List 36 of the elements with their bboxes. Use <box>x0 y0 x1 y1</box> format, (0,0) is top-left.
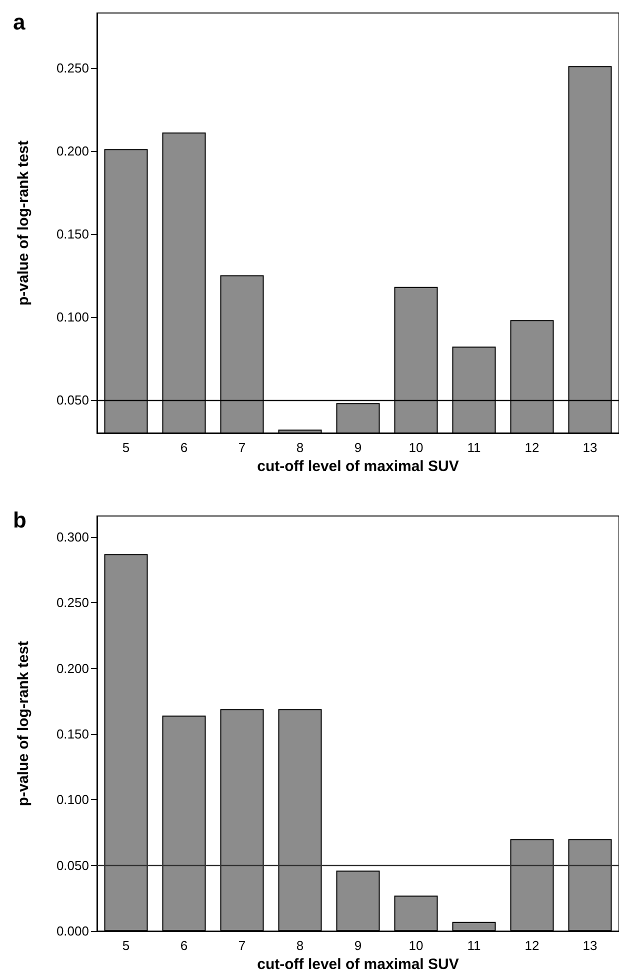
y-tick-label: 0.050 <box>56 392 89 408</box>
y-axis-title: p-value of log-rank test <box>15 140 32 306</box>
x-axis-title: cut-off level of maximal SUV <box>257 458 459 475</box>
y-tick-label: 0.200 <box>56 143 89 158</box>
x-tick-label: 8 <box>296 440 304 455</box>
x-tick-label: 6 <box>180 938 188 954</box>
x-tick-label: 5 <box>122 440 130 455</box>
x-tick-label: 12 <box>524 440 540 455</box>
x-tick-label: 9 <box>354 440 362 455</box>
x-tick-label: 12 <box>524 938 540 954</box>
y-axis-title: p-value of log-rank test <box>15 641 32 806</box>
x-tick-label: 5 <box>122 938 130 954</box>
y-tick-label: 0.250 <box>56 595 89 610</box>
x-tick-label: 7 <box>238 440 246 455</box>
x-axis-title: cut-off level of maximal SUV <box>257 956 459 973</box>
y-tick-label: 0.100 <box>56 792 89 808</box>
x-tick-label: 13 <box>582 938 598 954</box>
x-tick-label: 8 <box>296 938 304 954</box>
x-tick-label: 13 <box>582 440 598 455</box>
x-tick-label: 6 <box>180 440 188 455</box>
y-tick-label: 0.150 <box>56 226 89 242</box>
y-tick-label: 0.100 <box>56 309 89 324</box>
y-tick-label: 0.300 <box>56 530 89 545</box>
y-tick-label: 0.050 <box>56 858 89 873</box>
y-tick-label: 0.000 <box>56 924 89 939</box>
x-tick-label: 11 <box>467 938 481 954</box>
y-tick-label: 0.250 <box>56 60 89 76</box>
x-tick-label: 10 <box>408 938 424 954</box>
x-tick-label: 11 <box>467 440 481 455</box>
x-tick-label: 7 <box>238 938 246 954</box>
chart-title: b <box>13 508 26 532</box>
x-tick-label: 10 <box>408 440 424 455</box>
chart-title: a <box>13 10 26 34</box>
y-tick-label: 0.200 <box>56 660 89 676</box>
x-tick-label: 9 <box>354 938 362 954</box>
y-tick-label: 0.150 <box>56 726 89 742</box>
